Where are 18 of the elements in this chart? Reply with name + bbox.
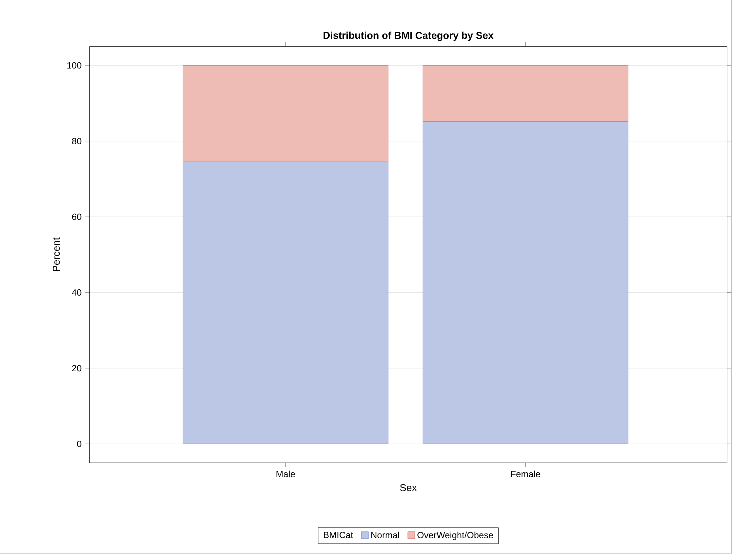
x-tick-label: Male xyxy=(276,470,296,478)
bar xyxy=(422,66,629,122)
y-tick-label: 100 xyxy=(68,62,82,69)
y-axis-title: Percent xyxy=(53,238,60,272)
legend-title: BMICat xyxy=(324,532,354,538)
bar xyxy=(183,162,389,444)
bar xyxy=(422,122,629,444)
y-tick-label: 0 xyxy=(77,441,82,448)
chart-title: Distribution of BMI Category by Sex xyxy=(324,32,494,42)
bar xyxy=(183,66,389,162)
y-tick-label: 40 xyxy=(72,290,82,296)
legend-label: OverWeight/Obese xyxy=(418,532,494,540)
y-tick-label: 60 xyxy=(72,214,82,220)
y-tick-label: 80 xyxy=(72,138,82,145)
y-tick-label: 20 xyxy=(72,365,82,372)
x-axis-title: Sex xyxy=(400,484,418,492)
legend-label: Normal xyxy=(372,532,400,539)
x-tick-label: Female xyxy=(511,470,540,478)
